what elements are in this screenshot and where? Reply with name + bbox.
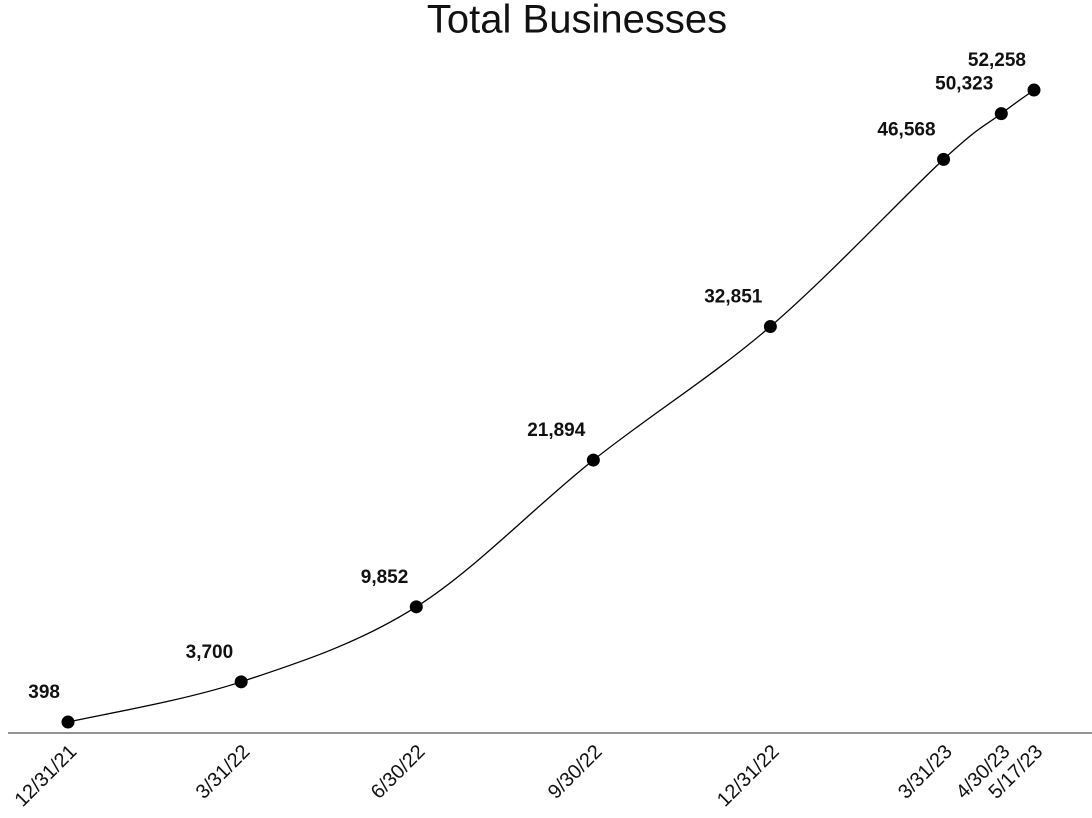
x-tick-label: 12/31/22: [713, 741, 784, 812]
data-label: 3,700: [186, 642, 234, 663]
point: [1027, 83, 1041, 97]
x-tick-label: 3/31/23: [894, 741, 957, 804]
x-tick-label: 12/31/21: [11, 741, 82, 812]
x-tick-label: 9/30/22: [544, 741, 607, 804]
point: [937, 152, 951, 166]
line: [67, 89, 1035, 723]
point: [994, 107, 1008, 121]
data-label: 52,258: [968, 50, 1026, 71]
point: [409, 600, 423, 614]
data-label: 32,851: [704, 287, 763, 308]
data-label: 9,852: [361, 567, 409, 588]
point: [234, 675, 248, 689]
point: [61, 715, 75, 729]
data-label: 21,894: [527, 420, 586, 441]
x-tick-label: 3/31/22: [192, 741, 255, 804]
data-label: 50,323: [935, 74, 993, 95]
data-label: 398: [28, 682, 60, 703]
chart-title: Total Businesses: [427, 0, 727, 42]
point: [763, 320, 777, 334]
point: [586, 453, 600, 467]
x-tick-label: 6/30/22: [367, 741, 430, 804]
data-label: 46,568: [877, 119, 935, 140]
